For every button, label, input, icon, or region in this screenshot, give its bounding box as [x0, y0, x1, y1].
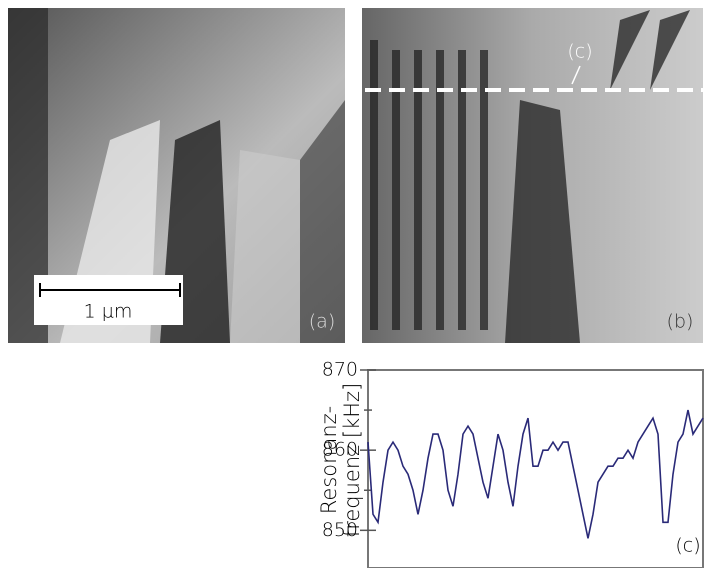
y-tick-label: 850: [322, 519, 358, 541]
data-line: [367, 409, 704, 539]
panel-a: 1 µm (a): [8, 8, 345, 343]
panel-label: (a): [309, 311, 335, 333]
line-label: (c): [567, 41, 592, 63]
plot: Resonanz- frequenz [kHz] (c) 850 860 870: [317, 359, 704, 568]
y-tick-label: 870: [322, 359, 358, 381]
y-tick-label: 860: [322, 439, 358, 461]
y-axis-label: frequenz [kHz]: [340, 383, 364, 537]
y-axis-label: Resonanz-: [317, 406, 341, 514]
panel-label: (c): [675, 535, 700, 557]
panel-label: (b): [667, 311, 694, 333]
scale-bar-label: 1 µm: [84, 301, 133, 323]
plot-frame: [367, 369, 704, 568]
panel-b: (c) (b): [362, 8, 703, 343]
